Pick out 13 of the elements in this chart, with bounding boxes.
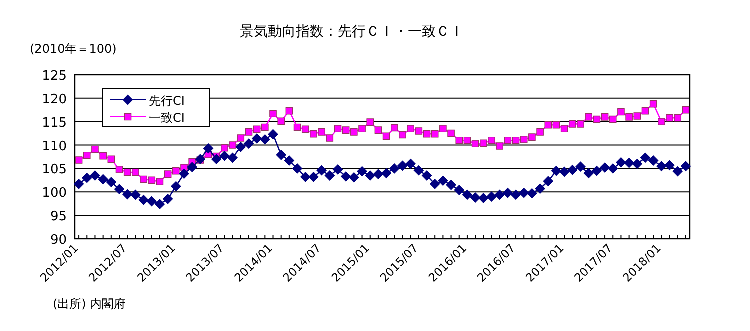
- y-tick-label: 95: [50, 210, 67, 225]
- chart-title: 景気動向指数：先行ＣＩ・一致ＣＩ: [240, 24, 464, 40]
- y-tick-label: 90: [50, 233, 67, 248]
- y-tick-label: 115: [42, 116, 67, 131]
- chart-subtitle: (2010年＝100): [30, 42, 117, 56]
- legend-label: 一致CI: [149, 111, 185, 125]
- y-tick-label: 105: [42, 162, 67, 178]
- y-tick-label: 125: [42, 69, 67, 84]
- y-tick-label: 120: [42, 92, 67, 108]
- y-tick-label: 110: [42, 139, 67, 154]
- legend-label: 先行CI: [149, 94, 185, 108]
- text: (出所) 内閣府: [53, 297, 126, 311]
- y-tick-label: 100: [42, 186, 67, 202]
